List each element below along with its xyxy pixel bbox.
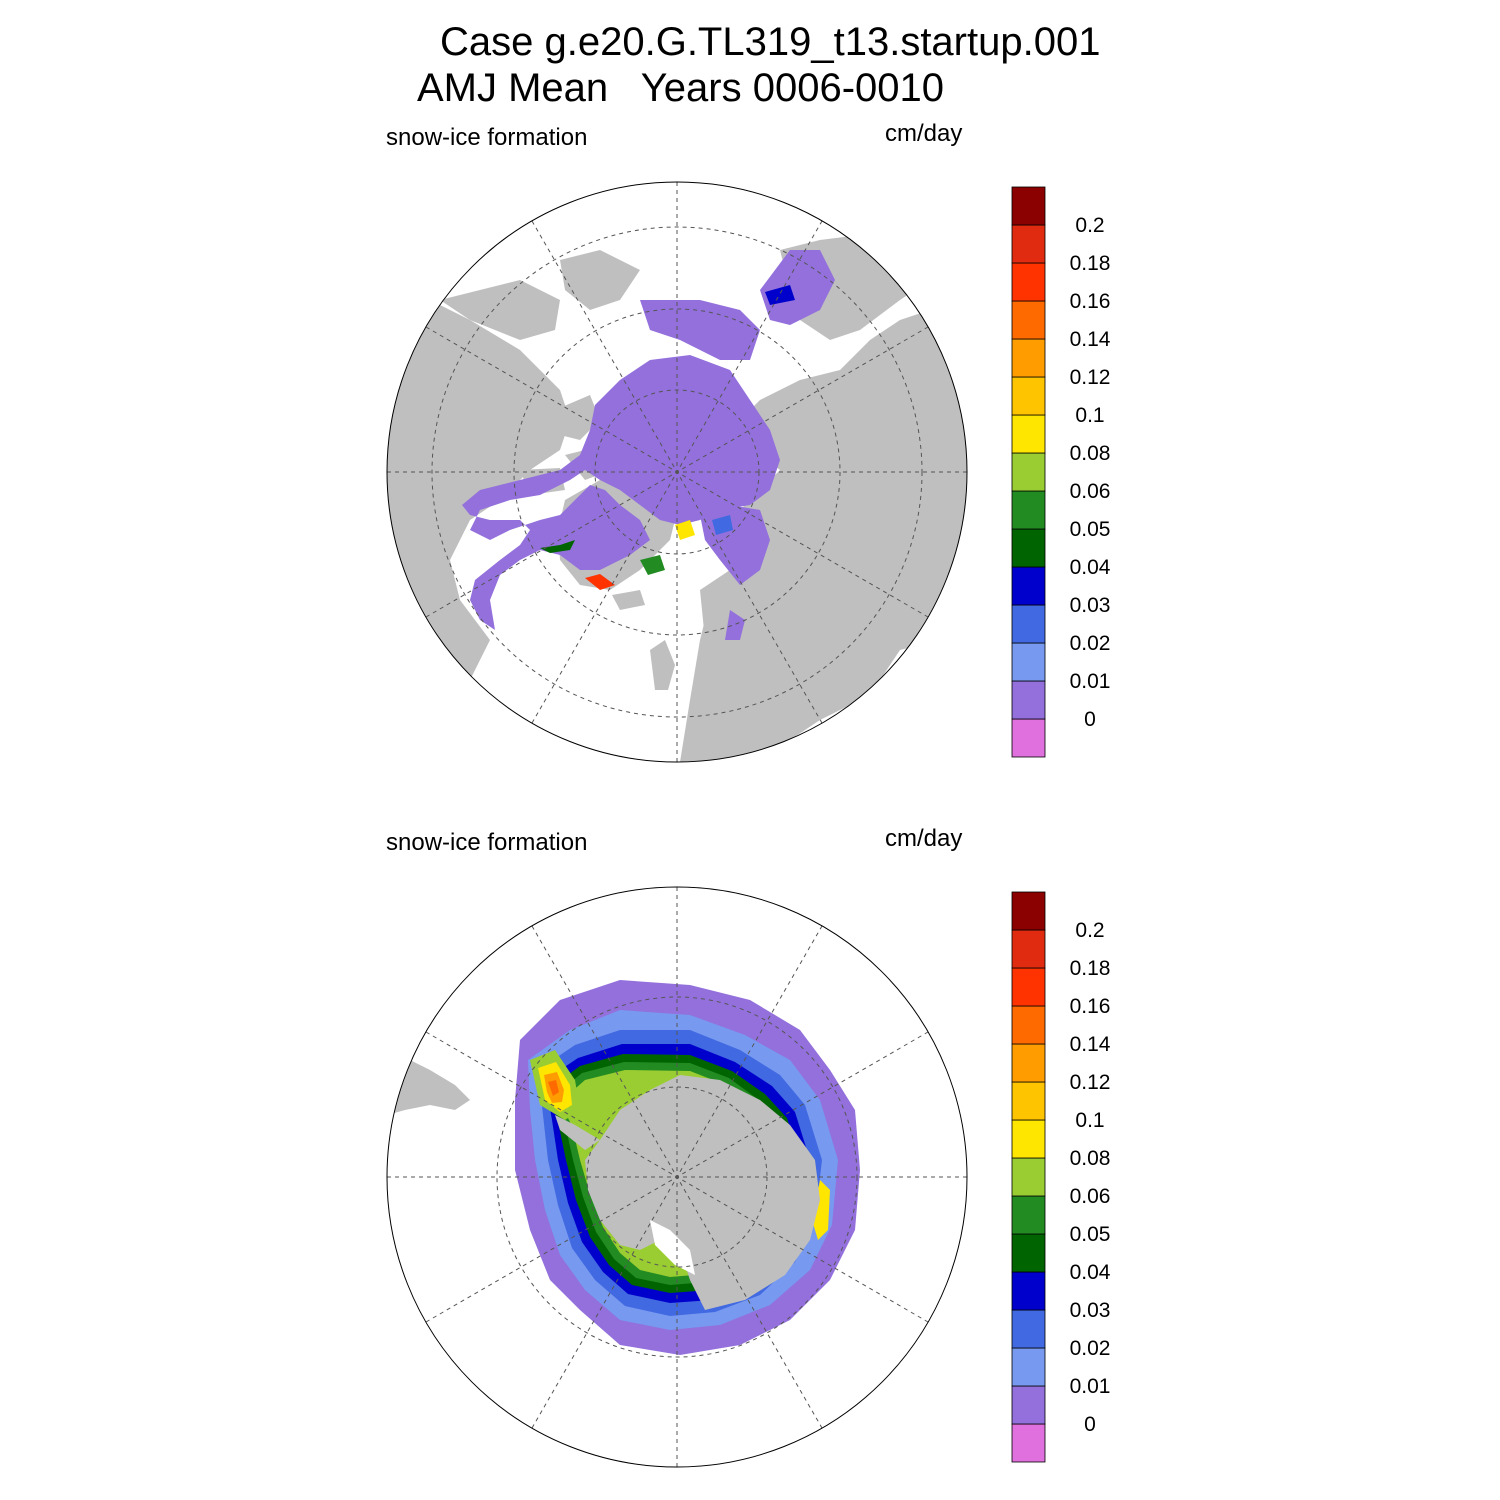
south-colorbar: 0 0.01 0.02 0.03 0.04 0.05 0.06 0.08 0.1 0.12 0.14…: [1011, 891, 1111, 1463]
north-colorbar-swatch: [1011, 338, 1046, 378]
north-colorbar-swatch: [1011, 452, 1046, 492]
north-colorbar-tick-label: 0.18: [1070, 252, 1111, 275]
north-colorbar-tick-label: 0.05: [1070, 518, 1111, 541]
south-colorbar-swatch: [1011, 891, 1046, 931]
south-colorbar-tick-label: 0.16: [1070, 995, 1111, 1018]
north-graticule: [387, 182, 967, 762]
north-colorbar-tick-label: 0.12: [1070, 366, 1111, 389]
south-map-border: [386, 886, 968, 1468]
north-colorbar-swatch: [1011, 566, 1046, 606]
south-colorbar-tick-label: 0.1: [1075, 1109, 1104, 1132]
north-colorbar: 0 0.01 0.02 0.03 0.04 0.05 0.06 0.08 0.1 0.12 0.14…: [1011, 186, 1111, 758]
north-colorbar-tick-label: 0.08: [1070, 442, 1111, 465]
south-colorbar-swatch: [1011, 1081, 1046, 1121]
north-polar-map: [386, 181, 968, 763]
south-colorbar-swatch: [1011, 1347, 1046, 1387]
north-field-level-4-bering: [765, 285, 795, 305]
north-panel-units-label: cm/day: [885, 120, 963, 147]
north-field-level-12: [585, 574, 615, 590]
north-colorbar-swatch: [1011, 642, 1046, 682]
north-snow-ice-field: [462, 250, 835, 640]
south-colorbar-tick-label: 0.2: [1075, 919, 1104, 942]
north-colorbar-tick-label: 0.06: [1070, 480, 1111, 503]
south-colorbar-swatch: [1011, 1385, 1046, 1425]
britain-land: [650, 640, 675, 690]
south-colorbar-tick-label: 0: [1084, 1413, 1096, 1436]
south-graticule: [387, 887, 967, 1467]
south-colorbar-swatch: [1011, 1195, 1046, 1235]
north-colorbar-swatch: [1011, 376, 1046, 416]
south-panel-variable-label: snow-ice formation: [386, 829, 588, 856]
north-colorbar-swatch: [1011, 186, 1046, 226]
south-colorbar-tick-label: 0.05: [1070, 1223, 1111, 1246]
antarctic-peninsula-land: [555, 1115, 600, 1150]
north-field-level-8: [675, 520, 695, 540]
north-colorbar-swatch: [1011, 414, 1046, 454]
north-panel-variable-label: snow-ice formation: [386, 124, 588, 151]
south-colorbar-tick-label: 0.06: [1070, 1185, 1111, 1208]
south-colorbar-tick-label: 0.01: [1070, 1375, 1111, 1398]
north-colorbar-swatch: [1011, 680, 1046, 720]
figure-title-line-1: Case g.e20.G.TL319_t13.startup.001: [440, 20, 1101, 64]
north-map-border: [386, 181, 968, 763]
south-polar-map: [386, 886, 968, 1468]
north-field-level-5: [640, 555, 665, 575]
north-colorbar-swatch: [1011, 490, 1046, 530]
south-colorbar-swatch: [1011, 929, 1046, 969]
south-colorbar-swatch: [1011, 1043, 1046, 1083]
south-colorbar-swatch: [1011, 1423, 1046, 1463]
north-field-level-0-c: [760, 250, 835, 325]
north-colorbar-tick-label: 0.2: [1075, 214, 1104, 237]
south-colorbar-swatch: [1011, 1005, 1046, 1045]
north-colorbar-tick-label: 0.04: [1070, 556, 1111, 579]
north-colorbar-tick-label: 0.03: [1070, 594, 1111, 617]
alaska-land: [440, 280, 560, 340]
scandinavia-land: [700, 560, 765, 650]
north-colorbar-swatch: [1011, 604, 1046, 644]
south-panel-units-label: cm/day: [885, 825, 963, 852]
north-field-level-4: [540, 540, 575, 553]
north-colorbar-tick-label: 0: [1084, 708, 1096, 731]
north-colorbar-tick-label: 0.01: [1070, 670, 1111, 693]
weddell-level-11: [548, 1080, 559, 1096]
south-america-tip-land: [387, 1060, 470, 1115]
north-field-level-0-e: [725, 610, 745, 640]
iceland-land: [612, 590, 645, 610]
south-colorbar-swatch: [1011, 1271, 1046, 1311]
north-colorbar-swatch: [1011, 300, 1046, 340]
north-colorbar-tick-label: 0.14: [1070, 328, 1111, 351]
south-colorbar-tick-label: 0.18: [1070, 957, 1111, 980]
north-colorbar-swatch: [1011, 262, 1046, 302]
alaska-north-land: [560, 250, 640, 310]
north-colorbar-swatch: [1011, 224, 1046, 264]
north-colorbar-tick-label: 0.02: [1070, 632, 1111, 655]
south-colorbar-swatch: [1011, 1119, 1046, 1159]
north-field-level-3: [712, 515, 733, 535]
south-colorbar-tick-label: 0.14: [1070, 1033, 1111, 1056]
east-antarctic-level-8: [812, 1180, 830, 1240]
south-colorbar-swatch: [1011, 967, 1046, 1007]
north-field-level-0-b: [640, 300, 760, 360]
figure-title-line-2: AMJ Mean Years 0006-0010: [417, 66, 945, 110]
south-colorbar-tick-label: 0.03: [1070, 1299, 1111, 1322]
south-colorbar-tick-label: 0.12: [1070, 1071, 1111, 1094]
north-colorbar-tick-label: 0.1: [1075, 404, 1104, 427]
north-colorbar-swatch: [1011, 528, 1046, 568]
south-colorbar-swatch: [1011, 1309, 1046, 1349]
north-colorbar-swatch: [1011, 718, 1046, 758]
south-colorbar-tick-label: 0.04: [1070, 1261, 1111, 1284]
south-colorbar-tick-label: 0.08: [1070, 1147, 1111, 1170]
antarctica-land: [585, 1075, 820, 1310]
ross-ice-shelf: [650, 1220, 695, 1275]
south-colorbar-swatch: [1011, 1157, 1046, 1197]
south-colorbar-tick-label: 0.02: [1070, 1337, 1111, 1360]
north-field-level-0: [462, 355, 780, 630]
north-colorbar-tick-label: 0.16: [1070, 290, 1111, 313]
arctic-island: [555, 395, 600, 440]
south-colorbar-swatch: [1011, 1233, 1046, 1273]
